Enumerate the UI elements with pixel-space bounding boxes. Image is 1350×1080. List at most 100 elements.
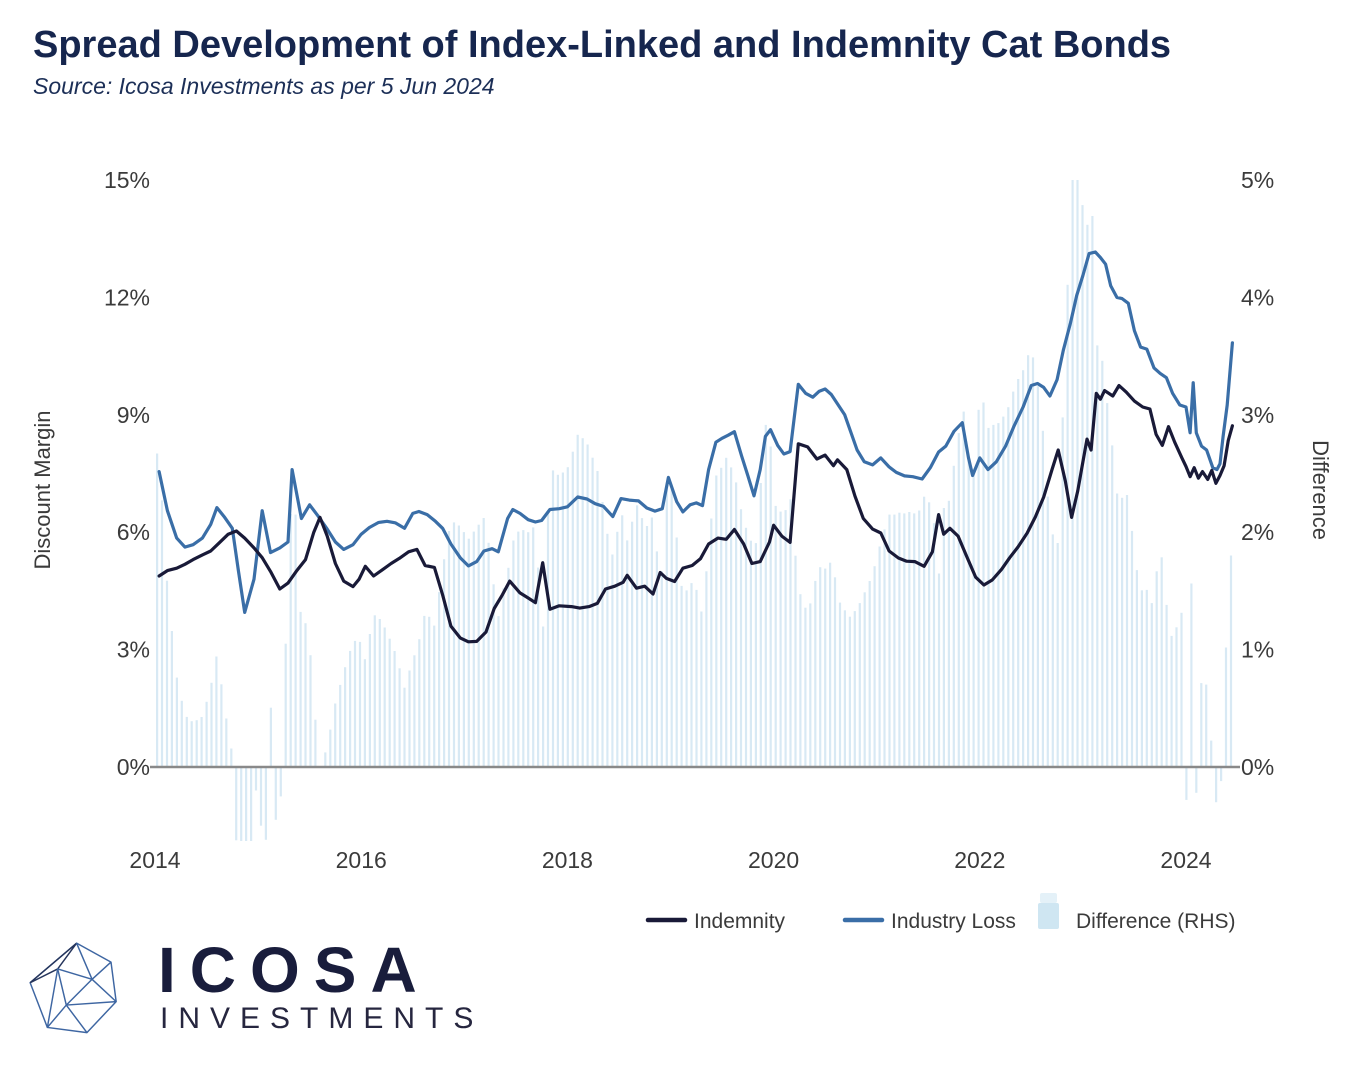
difference-bar [537,567,540,767]
difference-bar [883,529,886,767]
logo-wordmark: ICOSA INVESTMENTS [158,934,483,1035]
difference-bar [403,687,406,767]
difference-bar [853,611,856,767]
difference-bar [700,611,703,767]
difference-bar [274,767,277,820]
difference-bar [160,500,164,767]
difference-bar [631,521,634,767]
difference-bar [418,639,421,767]
difference-bar [957,433,960,767]
difference-bar [1061,417,1064,767]
y-right-tick-label: 3% [1241,402,1274,428]
difference-bar [932,523,936,767]
difference-bar [680,585,683,767]
page-subtitle: Source: Icosa Investments as per 5 Jun 2… [33,73,495,99]
difference-bar [972,468,975,767]
difference-bar [1135,570,1138,767]
difference-bar [774,505,777,767]
difference-bar [566,467,569,767]
difference-bar [576,434,579,767]
x-tick-label: 2024 [1160,847,1211,873]
difference-bar [309,655,312,767]
difference-bar [1031,357,1035,767]
difference-bar [977,409,980,767]
y-right-tick-label: 2% [1241,519,1274,545]
difference-bar [1022,370,1025,767]
difference-bar [833,577,837,767]
logo-wordmark-sub-text: INVESTMENTS [160,1002,483,1035]
difference-bar [824,568,827,767]
difference-bar [1121,497,1124,767]
difference-bar [230,748,233,767]
difference-bar [522,530,525,767]
difference-bar [819,567,822,767]
difference-bar [165,580,169,767]
difference-bar [185,716,188,767]
difference-bar [1041,430,1044,767]
difference-bar [398,668,401,767]
difference-bar [903,513,906,767]
difference-bar [408,670,411,767]
difference-bar [690,583,693,767]
difference-bar [962,411,965,767]
difference-bar [868,581,871,767]
difference-bar [754,543,757,767]
difference-bar [339,684,342,767]
difference-bar [942,508,945,767]
difference-bar [447,531,451,767]
difference-bar [502,588,505,767]
difference-bar [1096,345,1099,767]
difference-bar [1036,386,1039,767]
difference-bar [487,542,490,767]
difference-bar [611,554,614,767]
difference-bar [1086,224,1089,768]
legend-label-difference: Difference (RHS) [1076,910,1236,933]
difference-bar [606,533,609,767]
difference-bar [561,472,564,767]
difference-bar [250,767,253,841]
difference-bar [571,451,574,767]
difference-bar [928,502,931,767]
y-axis-right-title: Difference [1308,440,1333,540]
difference-bar [517,531,520,767]
difference-bar [462,532,465,767]
difference-bar [363,659,366,767]
difference-bar [1017,379,1020,767]
difference-bar [329,729,332,767]
y-left-tick-label: 0% [117,754,150,780]
difference-bar [344,667,347,767]
x-tick-label: 2018 [542,847,593,873]
difference-bar [1170,635,1173,767]
difference-bar [205,701,208,767]
y-right-tick-label: 0% [1241,754,1274,780]
difference-bar [888,514,891,767]
difference-bar [443,559,446,767]
difference-bar [581,438,584,767]
x-tick-label: 2022 [954,847,1005,873]
difference-bar [452,522,456,767]
difference-bar [769,446,772,767]
difference-bar [695,589,698,767]
difference-bar [477,524,480,767]
x-tick-label: 2016 [336,847,387,873]
difference-bar [269,707,272,767]
difference-bar [546,511,550,767]
difference-bar [952,465,955,767]
difference-bar [947,500,950,767]
difference-bar [1056,543,1059,767]
difference-bar [378,619,381,767]
difference-square-swatch-top-icon [1040,893,1057,903]
difference-bar [838,602,842,767]
difference-bar [645,526,649,767]
difference-bar [992,424,995,767]
difference-bar [1180,612,1183,767]
difference-bar [1205,684,1208,767]
difference-bar [739,509,743,767]
difference-bar [1185,767,1188,800]
difference-bar [482,518,485,767]
difference-bar [789,499,792,767]
difference-bar [383,627,386,767]
difference-bar [923,496,926,767]
difference-bar [532,527,535,767]
difference-bar [1125,495,1129,767]
